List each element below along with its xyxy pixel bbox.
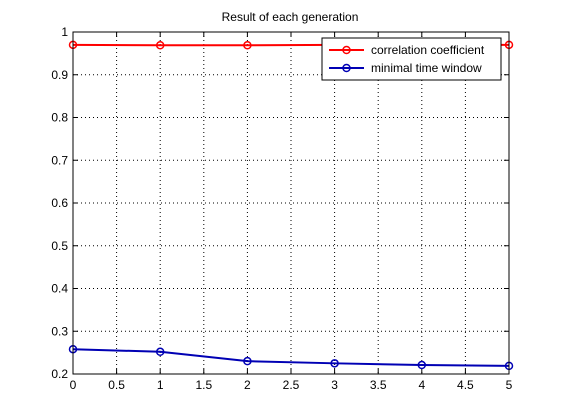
data-point [155, 347, 165, 357]
x-tick-label: 3.5 [370, 378, 387, 392]
x-tick-label: 0 [70, 378, 77, 392]
series-line-1 [72, 348, 510, 367]
x-tick-label: 2 [244, 378, 251, 392]
data-point [243, 356, 252, 366]
data-point [330, 359, 339, 368]
axis-ticks: 0 0.5 1 1.5 2 2.5 3 3.5 4 4.5 5 0.2 0.3 0.4 0.5 0.6 0.7 0… [51, 25, 512, 392]
legend-box [321, 37, 502, 81]
chart-title: Result of each generation [222, 10, 359, 24]
y-tick-label: 0.4 [51, 282, 68, 296]
data-point [155, 41, 165, 50]
x-tick-label: 4 [418, 378, 425, 392]
y-tick-label: 0.7 [51, 153, 68, 167]
x-tick-label: 1.5 [195, 378, 212, 392]
legend-swatch-marker [342, 63, 351, 73]
legend-swatch-marker [342, 45, 351, 55]
y-tick-label: 0.5 [51, 239, 68, 253]
y-tick-label: 0.8 [51, 111, 68, 125]
x-tick-label: 3 [331, 378, 338, 392]
y-tick-label: 0.6 [51, 196, 68, 210]
x-tick-label: 0.5 [108, 378, 125, 392]
legend: correlation coefficient minimal time wind… [321, 37, 502, 81]
plot-area [73, 32, 509, 374]
y-tick-label: 0.9 [51, 68, 68, 82]
grid-lines [73, 32, 509, 374]
data-point [243, 41, 252, 50]
y-tick-label: 0.3 [51, 324, 68, 338]
data-point [417, 360, 427, 370]
x-tick-label: 1 [157, 378, 164, 392]
x-tick-label: 4.5 [457, 378, 474, 392]
x-tick-label: 5 [506, 378, 513, 392]
y-tick-label: 1 [61, 25, 68, 39]
x-tick-label: 2.5 [283, 378, 300, 392]
y-tick-label: 0.2 [51, 367, 68, 381]
legend-entry-label: minimal time window [371, 61, 482, 75]
legend-entry-label: correlation coefficient [371, 43, 485, 57]
